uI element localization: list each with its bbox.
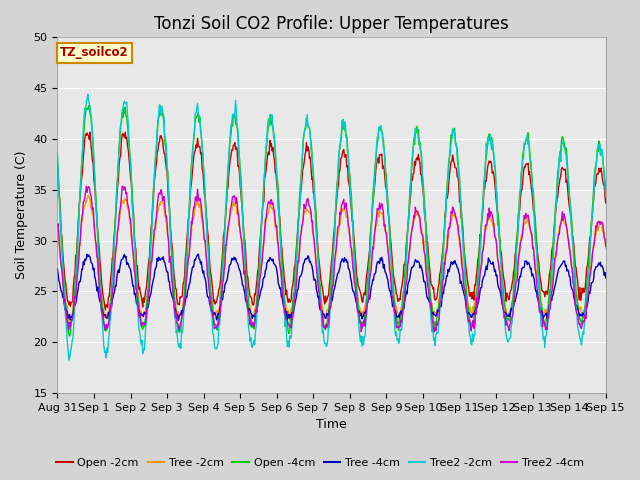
Legend: Open -2cm, Tree -2cm, Open -4cm, Tree -4cm, Tree2 -2cm, Tree2 -4cm: Open -2cm, Tree -2cm, Open -4cm, Tree -4… [52,453,588,472]
X-axis label: Time: Time [316,419,347,432]
Text: TZ_soilco2: TZ_soilco2 [60,46,129,59]
Title: Tonzi Soil CO2 Profile: Upper Temperatures: Tonzi Soil CO2 Profile: Upper Temperatur… [154,15,509,33]
Y-axis label: Soil Temperature (C): Soil Temperature (C) [15,151,28,279]
